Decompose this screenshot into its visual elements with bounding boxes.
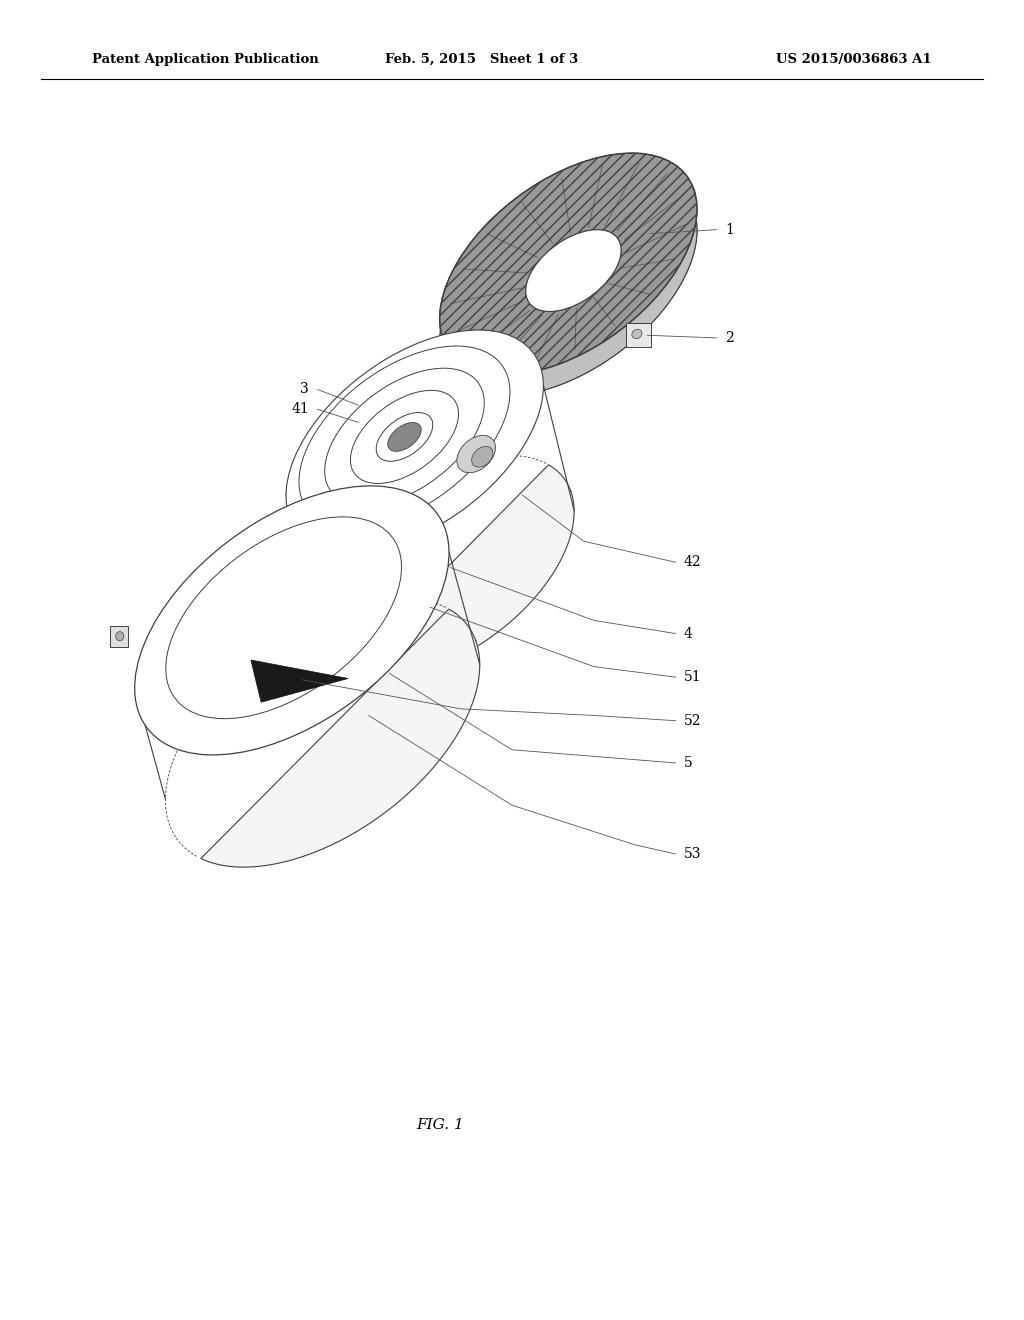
Polygon shape bbox=[110, 626, 128, 647]
Ellipse shape bbox=[457, 436, 496, 473]
Ellipse shape bbox=[439, 174, 697, 396]
Text: 3: 3 bbox=[300, 383, 309, 396]
Polygon shape bbox=[251, 660, 348, 702]
Polygon shape bbox=[170, 496, 480, 867]
Polygon shape bbox=[443, 189, 697, 396]
Ellipse shape bbox=[116, 632, 124, 642]
Polygon shape bbox=[315, 339, 574, 677]
Text: 52: 52 bbox=[684, 714, 701, 727]
Text: Feb. 5, 2015   Sheet 1 of 3: Feb. 5, 2015 Sheet 1 of 3 bbox=[385, 53, 578, 66]
Text: 5: 5 bbox=[684, 756, 693, 770]
Ellipse shape bbox=[525, 230, 622, 312]
Text: 51: 51 bbox=[684, 671, 701, 684]
Text: 1: 1 bbox=[725, 223, 734, 236]
Text: FIG. 1: FIG. 1 bbox=[417, 1118, 464, 1131]
Text: 41: 41 bbox=[292, 403, 309, 416]
Text: 2: 2 bbox=[725, 331, 734, 345]
Ellipse shape bbox=[439, 153, 697, 375]
Text: 42: 42 bbox=[684, 556, 701, 569]
Polygon shape bbox=[626, 323, 651, 347]
Text: 53: 53 bbox=[684, 847, 701, 861]
Text: 4: 4 bbox=[684, 627, 693, 640]
Ellipse shape bbox=[388, 422, 421, 451]
Ellipse shape bbox=[286, 330, 544, 552]
Text: Patent Application Publication: Patent Application Publication bbox=[92, 53, 318, 66]
Ellipse shape bbox=[632, 329, 642, 339]
Ellipse shape bbox=[525, 230, 622, 312]
Ellipse shape bbox=[472, 446, 493, 467]
Ellipse shape bbox=[134, 486, 450, 755]
Text: US 2015/0036863 A1: US 2015/0036863 A1 bbox=[776, 53, 932, 66]
